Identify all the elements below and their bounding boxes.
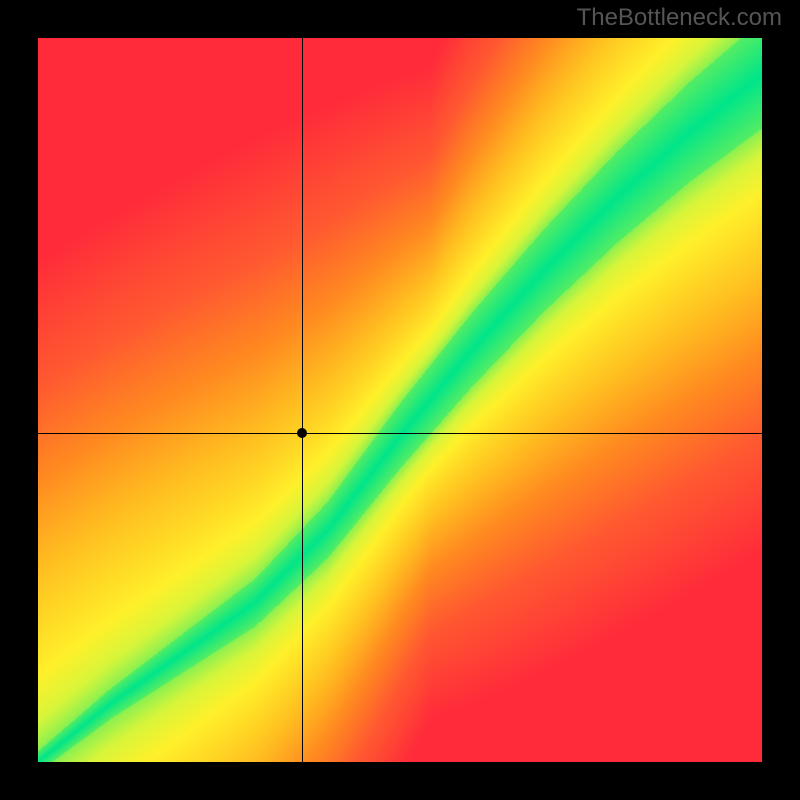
chart-container: TheBottleneck.com [0,0,800,800]
heatmap-plot [38,38,762,762]
watermark-text: TheBottleneck.com [577,4,782,32]
marker-dot [297,428,307,438]
heatmap-canvas [38,38,762,762]
crosshair-vertical [302,38,303,762]
crosshair-horizontal [38,433,762,434]
